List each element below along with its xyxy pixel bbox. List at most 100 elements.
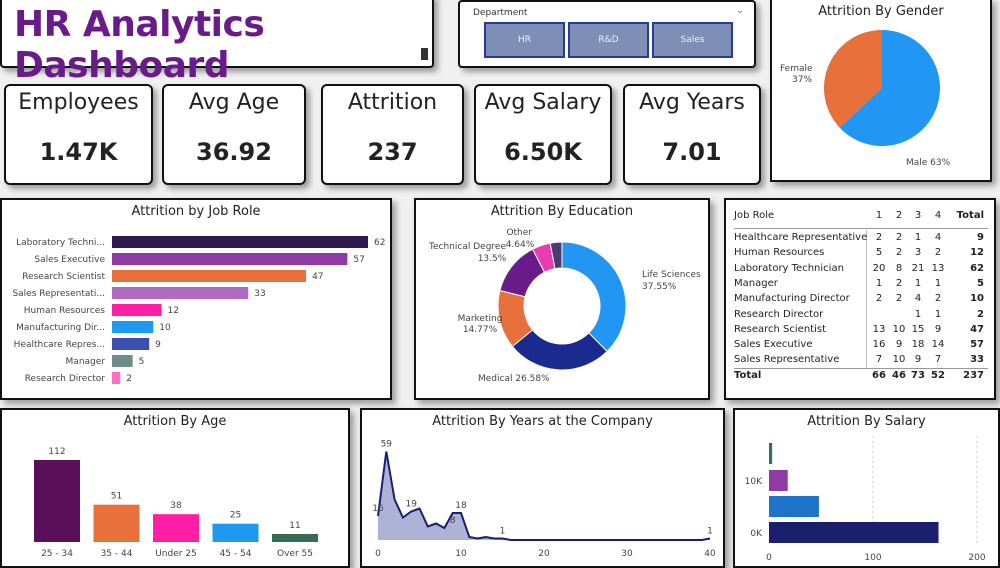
bar-value-label: 57 (353, 255, 364, 265)
slicer-option-rnd[interactable]: R&D (568, 22, 649, 58)
matrix-row: Sales Executive 16 9 18 14 57 (734, 339, 988, 354)
x-tick-label: 200 (968, 553, 985, 563)
bar (769, 522, 939, 543)
bar-category-label: Sales Executive (34, 255, 105, 265)
matrix-cell: 1 (875, 277, 883, 289)
slice-pct: 37.55% (642, 282, 677, 292)
slice-pct: 13.5% (478, 254, 507, 264)
matrix-row-label: Total (734, 369, 762, 381)
slice-label-male: Male 63% (906, 158, 951, 168)
matrix-cell: 13 (931, 262, 945, 274)
bar (112, 304, 162, 316)
kpi-avg-years: Avg Years 7.01 (623, 84, 761, 185)
matrix-cell: 46 (892, 369, 906, 381)
matrix-cell: 15 (911, 323, 925, 335)
matrix-cell: 7 (875, 354, 883, 366)
kpi-label: Avg Years (639, 90, 745, 115)
bar-category-label: Under 25 (155, 549, 197, 559)
matrix-cell: 2 (934, 247, 942, 259)
x-tick-label: 30 (621, 549, 633, 559)
bar (112, 236, 368, 248)
matrix-cell: 9 (934, 323, 942, 335)
bar-category-label: Manager (66, 357, 106, 367)
matrix-cell: 2 (875, 232, 883, 243)
matrix-total: 237 (963, 369, 984, 381)
bar (112, 372, 121, 384)
bar (34, 460, 80, 542)
x-tick-label: 0 (766, 553, 772, 563)
matrix-total: 2 (977, 308, 984, 320)
matrix-row-label: Manufacturing Director (734, 293, 850, 305)
bar (93, 504, 140, 542)
matrix-row: Sales Representative 7 10 9 7 33 (734, 354, 988, 369)
kpi-label: Attrition (347, 90, 438, 115)
bar (769, 470, 788, 491)
matrix-row: Manufacturing Director 2 2 4 2 10 (734, 293, 988, 308)
matrix-cell: 1 (914, 277, 922, 289)
matrix-cell: 10 (892, 323, 906, 335)
matrix-cell: 3 (914, 210, 922, 221)
bar (272, 533, 318, 542)
salary-chart-title: Attrition By Salary (807, 414, 926, 429)
matrix-cell: 66 (872, 369, 886, 381)
matrix-row: Laboratory Technician 20 8 21 13 62 (734, 263, 988, 278)
bar-value-label: 9 (155, 340, 161, 350)
bar-category-label: 0K (750, 529, 763, 539)
bar-value-label: 25 (230, 511, 241, 521)
matrix-divider (866, 230, 867, 368)
matrix-cell: 2 (895, 232, 903, 243)
point-label: 16 (372, 504, 384, 514)
matrix-total: 12 (970, 247, 984, 259)
matrix-total: 57 (970, 339, 984, 351)
bar (153, 514, 199, 542)
bar-category-label: Laboratory Techni... (16, 238, 105, 248)
chevron-down-icon[interactable]: ⌄ (735, 5, 744, 16)
matrix-cell: 2 (934, 293, 942, 305)
matrix-row-label: Sales Executive (734, 339, 813, 351)
bar (112, 287, 249, 299)
kpi-label: Avg Salary (484, 90, 602, 115)
point-label: 59 (381, 440, 393, 450)
age-chart-card: Attrition By Age 112 25 - 34 51 35 - 44 38 Un… (0, 408, 350, 568)
kpi-value: 237 (367, 138, 418, 166)
bar-category-label: Manufacturing Dir... (16, 323, 105, 333)
matrix-cell: 2 (895, 277, 903, 289)
matrix-total: 10 (970, 293, 984, 305)
matrix-cell: 13 (872, 323, 886, 335)
matrix-cell: 2 (895, 210, 903, 221)
education-donut-chart: Life Sciences 37.55% Medical 26.58% Marketi… (428, 228, 701, 384)
matrix-row: Research Scientist 13 10 15 9 47 (734, 324, 988, 339)
slicer-option-hr[interactable]: HR (484, 22, 565, 58)
x-tick-label: 0 (375, 549, 381, 559)
matrix-total: 33 (970, 354, 984, 366)
kpi-value: 6.50K (504, 138, 582, 166)
slice-pct-female: 37% (792, 75, 812, 85)
matrix-cell: 9 (895, 339, 903, 351)
matrix-row: Manager 1 2 1 1 5 (734, 278, 988, 293)
matrix-total: 47 (970, 323, 984, 335)
matrix-cell: 8 (895, 262, 903, 274)
bar (112, 270, 307, 282)
matrix-cell: 10 (892, 354, 906, 366)
matrix-cell: 21 (911, 262, 925, 274)
matrix-row-label: Manager (734, 277, 778, 289)
matrix-divider (734, 228, 988, 229)
bar (212, 523, 259, 542)
cursor-indicator (421, 48, 428, 60)
matrix-cell: 9 (914, 354, 922, 366)
matrix-row: Research Director 1 1 2 (734, 309, 988, 324)
area-fill (378, 451, 710, 540)
x-tick-label: 10 (455, 549, 467, 559)
kpi-value: 36.92 (196, 138, 272, 166)
slicer-option-sales[interactable]: Sales (652, 22, 733, 58)
bar-value-label: 51 (111, 492, 122, 502)
bar-value-label: 12 (168, 306, 179, 316)
matrix-cell: 2 (895, 293, 903, 305)
bar-value-label: 33 (254, 289, 265, 299)
slice-label: Marketing (458, 314, 503, 324)
bar-value-label: 112 (48, 447, 65, 457)
matrix-row-label: Job Role (734, 210, 775, 221)
kpi-employees: Employees 1.47K (4, 84, 153, 185)
